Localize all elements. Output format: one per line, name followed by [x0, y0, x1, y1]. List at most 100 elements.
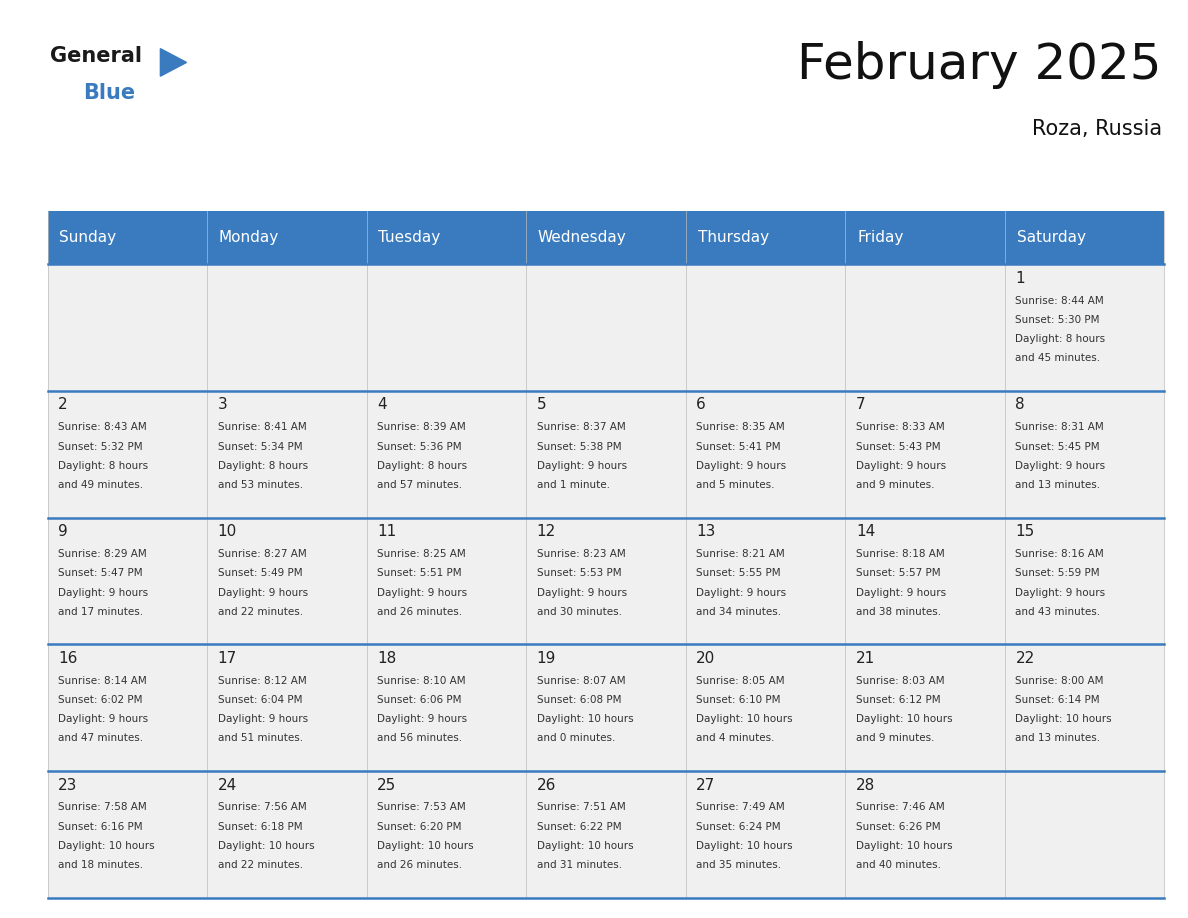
Text: 1: 1: [1016, 271, 1025, 285]
Text: Daylight: 9 hours: Daylight: 9 hours: [855, 588, 946, 598]
Text: Daylight: 10 hours: Daylight: 10 hours: [855, 714, 953, 724]
Text: 23: 23: [58, 778, 77, 792]
Text: Daylight: 9 hours: Daylight: 9 hours: [378, 714, 467, 724]
Text: Sunrise: 8:10 AM: Sunrise: 8:10 AM: [378, 676, 466, 686]
Text: and 18 minutes.: and 18 minutes.: [58, 860, 144, 870]
Text: Sunrise: 8:12 AM: Sunrise: 8:12 AM: [217, 676, 307, 686]
Text: Daylight: 9 hours: Daylight: 9 hours: [537, 461, 627, 471]
Text: Sunset: 5:59 PM: Sunset: 5:59 PM: [1016, 568, 1100, 578]
Text: Sunrise: 8:39 AM: Sunrise: 8:39 AM: [378, 422, 466, 432]
Text: Sunset: 6:16 PM: Sunset: 6:16 PM: [58, 822, 143, 832]
Text: Sunrise: 8:23 AM: Sunrise: 8:23 AM: [537, 549, 626, 559]
Text: February 2025: February 2025: [797, 41, 1162, 89]
Text: Sunrise: 8:31 AM: Sunrise: 8:31 AM: [1016, 422, 1104, 432]
Text: 21: 21: [855, 651, 876, 666]
Text: 2: 2: [58, 397, 68, 412]
Text: Daylight: 10 hours: Daylight: 10 hours: [378, 841, 474, 851]
Text: and 13 minutes.: and 13 minutes.: [1016, 480, 1100, 490]
Text: Sunset: 6:12 PM: Sunset: 6:12 PM: [855, 695, 941, 705]
Text: 22: 22: [1016, 651, 1035, 666]
Text: Daylight: 9 hours: Daylight: 9 hours: [696, 461, 786, 471]
Text: 27: 27: [696, 778, 715, 792]
Text: Daylight: 9 hours: Daylight: 9 hours: [217, 588, 308, 598]
Text: 14: 14: [855, 524, 876, 539]
Text: Sunday: Sunday: [59, 230, 116, 245]
Text: and 35 minutes.: and 35 minutes.: [696, 860, 782, 870]
Text: 6: 6: [696, 397, 706, 412]
Text: Sunset: 6:14 PM: Sunset: 6:14 PM: [1016, 695, 1100, 705]
Text: 7: 7: [855, 397, 866, 412]
Text: 3: 3: [217, 397, 227, 412]
Text: Sunrise: 7:51 AM: Sunrise: 7:51 AM: [537, 802, 626, 812]
Text: Daylight: 8 hours: Daylight: 8 hours: [1016, 334, 1106, 344]
Text: Daylight: 9 hours: Daylight: 9 hours: [378, 588, 467, 598]
Text: Sunset: 5:36 PM: Sunset: 5:36 PM: [378, 442, 462, 452]
Text: 25: 25: [378, 778, 397, 792]
Text: and 34 minutes.: and 34 minutes.: [696, 607, 782, 617]
Text: and 9 minutes.: and 9 minutes.: [855, 733, 935, 744]
Text: and 30 minutes.: and 30 minutes.: [537, 607, 621, 617]
Text: and 4 minutes.: and 4 minutes.: [696, 733, 775, 744]
Text: Sunrise: 8:41 AM: Sunrise: 8:41 AM: [217, 422, 307, 432]
Text: and 26 minutes.: and 26 minutes.: [378, 607, 462, 617]
Text: and 53 minutes.: and 53 minutes.: [217, 480, 303, 490]
Text: Sunrise: 8:05 AM: Sunrise: 8:05 AM: [696, 676, 785, 686]
Text: and 26 minutes.: and 26 minutes.: [378, 860, 462, 870]
Text: Sunrise: 7:49 AM: Sunrise: 7:49 AM: [696, 802, 785, 812]
Text: Daylight: 10 hours: Daylight: 10 hours: [1016, 714, 1112, 724]
Text: Sunrise: 8:25 AM: Sunrise: 8:25 AM: [378, 549, 466, 559]
Text: Daylight: 10 hours: Daylight: 10 hours: [855, 841, 953, 851]
Text: and 45 minutes.: and 45 minutes.: [1016, 353, 1100, 364]
Text: Sunset: 5:34 PM: Sunset: 5:34 PM: [217, 442, 303, 452]
Text: and 51 minutes.: and 51 minutes.: [217, 733, 303, 744]
Text: Thursday: Thursday: [697, 230, 769, 245]
Text: Sunset: 5:49 PM: Sunset: 5:49 PM: [217, 568, 303, 578]
Text: Sunrise: 8:00 AM: Sunrise: 8:00 AM: [1016, 676, 1104, 686]
Text: Sunrise: 7:46 AM: Sunrise: 7:46 AM: [855, 802, 944, 812]
Text: Sunrise: 8:44 AM: Sunrise: 8:44 AM: [1016, 296, 1104, 306]
Text: Sunrise: 8:37 AM: Sunrise: 8:37 AM: [537, 422, 626, 432]
Text: Sunset: 5:43 PM: Sunset: 5:43 PM: [855, 442, 941, 452]
Text: and 13 minutes.: and 13 minutes.: [1016, 733, 1100, 744]
Text: and 17 minutes.: and 17 minutes.: [58, 607, 144, 617]
Text: Sunrise: 8:27 AM: Sunrise: 8:27 AM: [217, 549, 307, 559]
Text: and 43 minutes.: and 43 minutes.: [1016, 607, 1100, 617]
Text: and 49 minutes.: and 49 minutes.: [58, 480, 144, 490]
Text: and 0 minutes.: and 0 minutes.: [537, 733, 615, 744]
Text: Daylight: 10 hours: Daylight: 10 hours: [217, 841, 315, 851]
Text: Sunset: 5:55 PM: Sunset: 5:55 PM: [696, 568, 781, 578]
Text: and 31 minutes.: and 31 minutes.: [537, 860, 623, 870]
Text: Saturday: Saturday: [1017, 230, 1086, 245]
Text: 18: 18: [378, 651, 397, 666]
Text: 24: 24: [217, 778, 236, 792]
Text: Sunset: 5:41 PM: Sunset: 5:41 PM: [696, 442, 781, 452]
Text: Sunset: 6:06 PM: Sunset: 6:06 PM: [378, 695, 462, 705]
Text: Daylight: 10 hours: Daylight: 10 hours: [696, 714, 792, 724]
Text: Sunset: 6:08 PM: Sunset: 6:08 PM: [537, 695, 621, 705]
Text: Roza, Russia: Roza, Russia: [1031, 119, 1162, 140]
Text: Daylight: 9 hours: Daylight: 9 hours: [1016, 461, 1106, 471]
Text: Daylight: 8 hours: Daylight: 8 hours: [217, 461, 308, 471]
Text: Sunset: 5:57 PM: Sunset: 5:57 PM: [855, 568, 941, 578]
Text: 12: 12: [537, 524, 556, 539]
Text: Daylight: 9 hours: Daylight: 9 hours: [696, 588, 786, 598]
Text: Wednesday: Wednesday: [538, 230, 627, 245]
Text: General: General: [50, 46, 141, 66]
Text: 4: 4: [378, 397, 387, 412]
Text: Monday: Monday: [219, 230, 279, 245]
Text: 16: 16: [58, 651, 77, 666]
Text: Sunrise: 8:21 AM: Sunrise: 8:21 AM: [696, 549, 785, 559]
Text: and 38 minutes.: and 38 minutes.: [855, 607, 941, 617]
Text: Sunrise: 8:35 AM: Sunrise: 8:35 AM: [696, 422, 785, 432]
Text: 19: 19: [537, 651, 556, 666]
Text: Daylight: 9 hours: Daylight: 9 hours: [1016, 588, 1106, 598]
Text: Sunrise: 8:16 AM: Sunrise: 8:16 AM: [1016, 549, 1104, 559]
Text: 17: 17: [217, 651, 236, 666]
Text: 9: 9: [58, 524, 68, 539]
Text: and 22 minutes.: and 22 minutes.: [217, 860, 303, 870]
Text: 26: 26: [537, 778, 556, 792]
Text: Daylight: 10 hours: Daylight: 10 hours: [537, 841, 633, 851]
Text: Friday: Friday: [857, 230, 903, 245]
Text: Daylight: 9 hours: Daylight: 9 hours: [58, 588, 148, 598]
Text: Daylight: 10 hours: Daylight: 10 hours: [537, 714, 633, 724]
